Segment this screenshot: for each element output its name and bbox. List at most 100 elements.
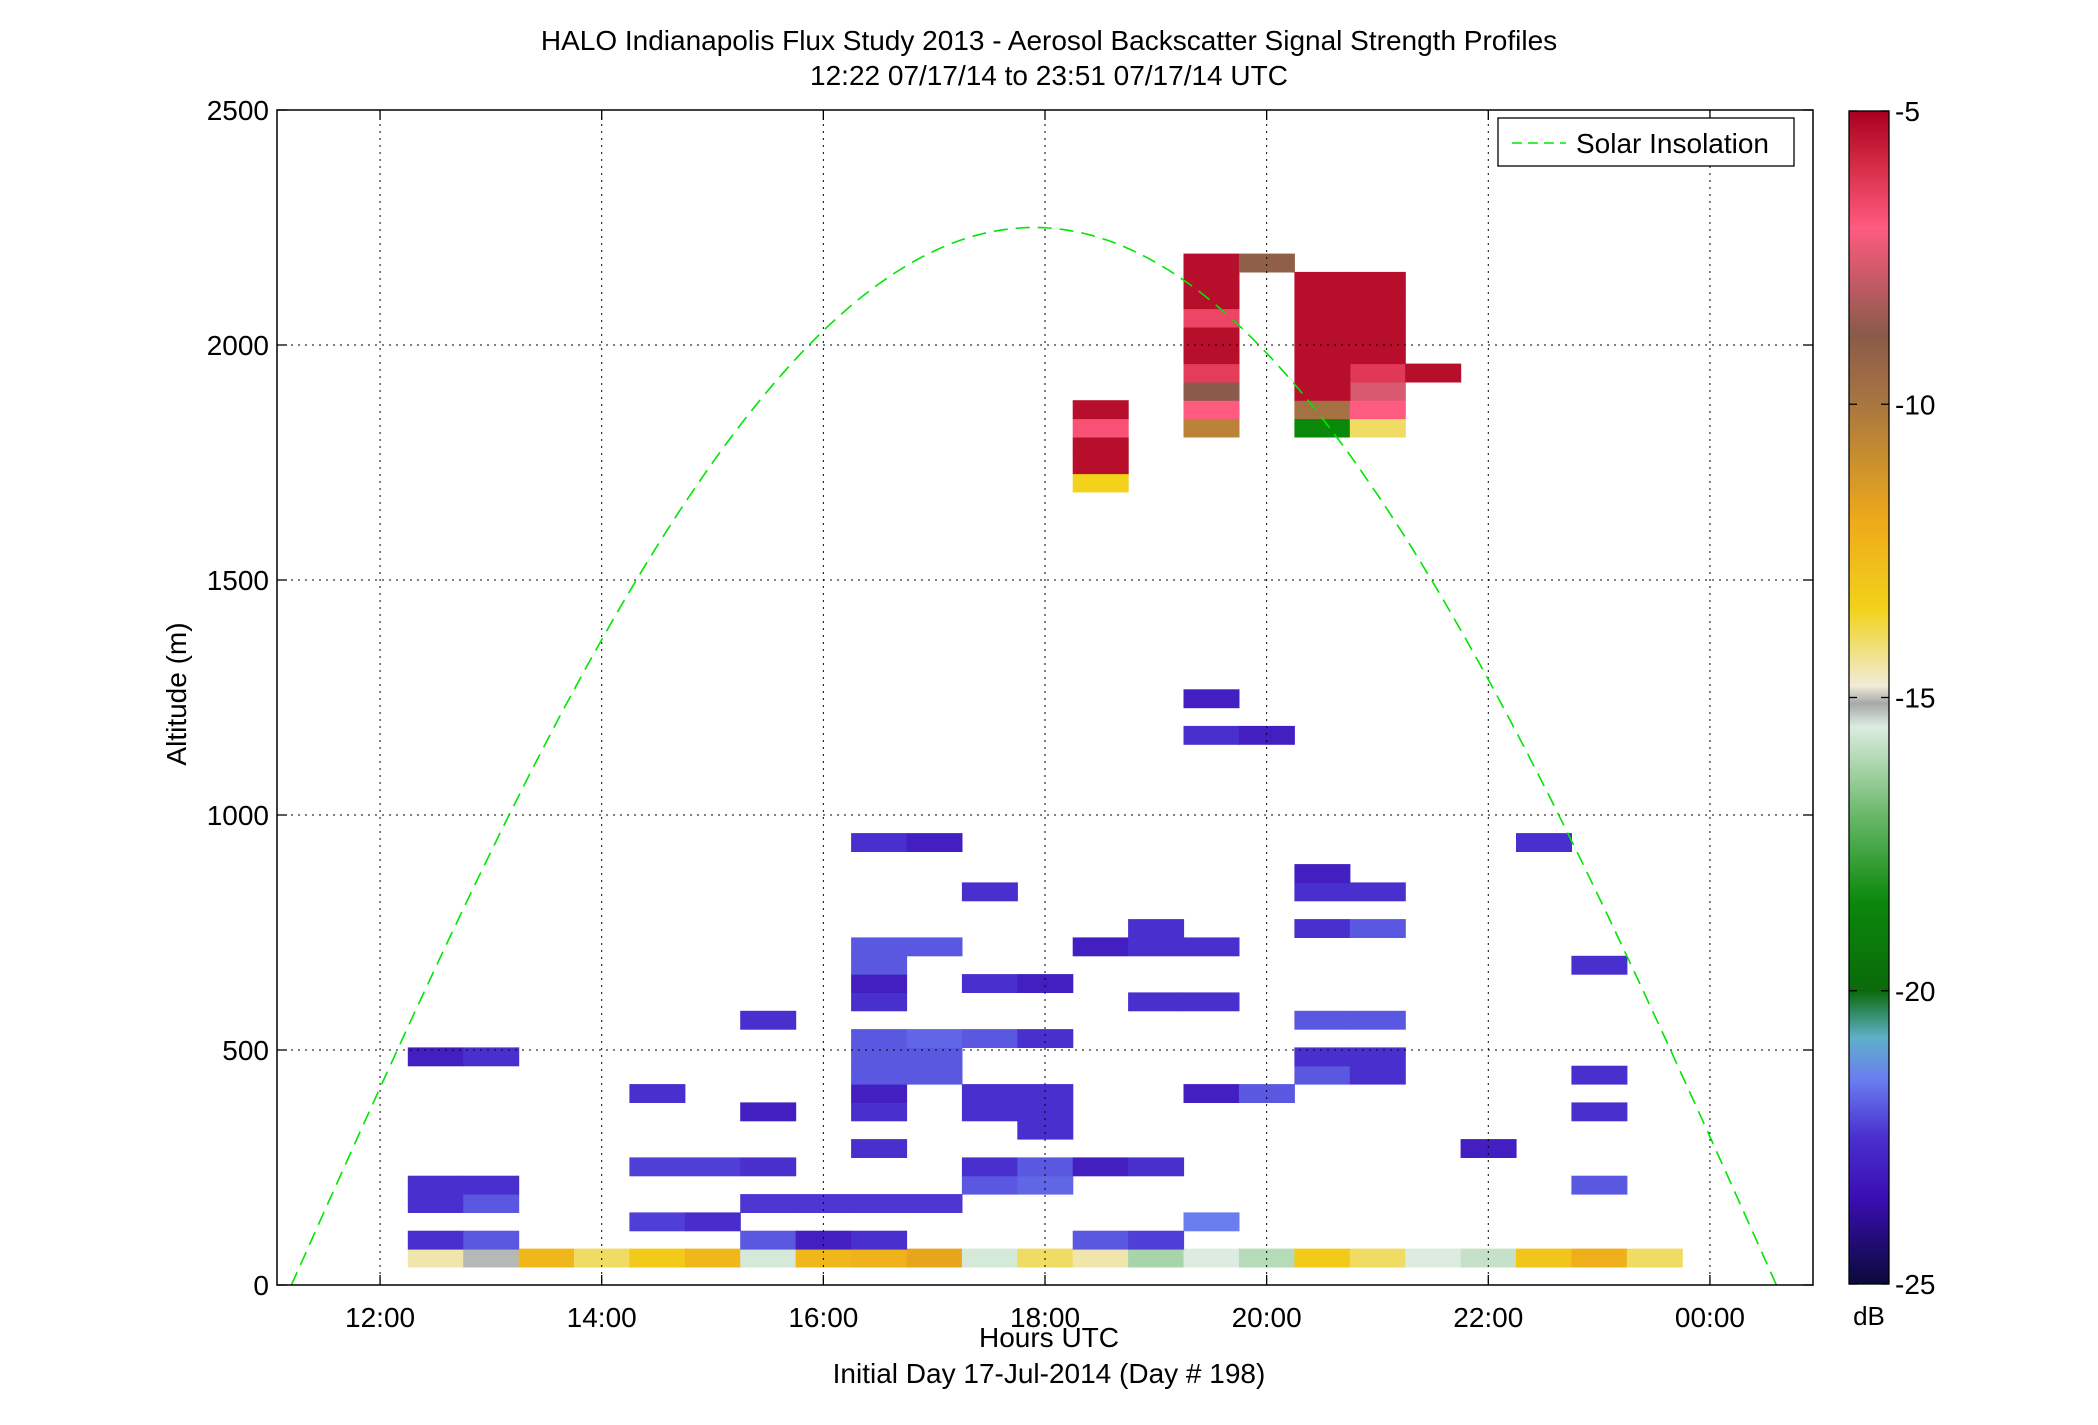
heatmap-cell <box>1349 363 1406 383</box>
heatmap-cell <box>1349 271 1406 291</box>
heatmap-cell <box>1128 919 1185 938</box>
colorbar-tick-label: -20 <box>1895 976 1935 1007</box>
heatmap-cell <box>1516 1248 1572 1268</box>
x-axis-ticks: 12:00 14:00 16:00 18:00 20:00 22:00 00:00 <box>345 110 1745 1333</box>
heatmap-cell <box>1294 345 1351 365</box>
y-tick-label: 500 <box>222 1035 269 1066</box>
heatmap-cell <box>1183 290 1240 310</box>
heatmap-cell <box>740 1194 797 1213</box>
heatmap-cell <box>1294 882 1351 902</box>
heatmap-cells <box>407 253 1683 1268</box>
heatmap-cell <box>906 937 963 957</box>
y-tick-label: 1500 <box>207 565 269 596</box>
x-tick-label: 12:00 <box>345 1302 415 1333</box>
heatmap-cell <box>518 1248 575 1268</box>
y-axis-ticks: 0 500 1000 1500 2000 2500 <box>207 95 1813 1301</box>
heatmap-cell <box>1294 1047 1351 1067</box>
heatmap-cell <box>1072 1248 1129 1268</box>
heatmap-cell <box>851 1047 908 1067</box>
heatmap-cell <box>684 1248 741 1268</box>
heatmap-cell <box>1349 882 1406 902</box>
heatmap-cell <box>1294 381 1351 401</box>
heatmap-cell <box>851 937 908 957</box>
legend-box <box>1497 117 1795 167</box>
heatmap-cell <box>629 1084 686 1103</box>
legend-label-solar-insolation: Solar Insolation <box>1576 128 1769 159</box>
heatmap-cell <box>1294 919 1351 938</box>
heatmap-cell <box>1571 1248 1628 1268</box>
heatmap-cell <box>463 1175 520 1195</box>
heatmap-cell <box>1405 363 1462 383</box>
heatmap-cell <box>1128 1230 1185 1250</box>
colorbar-tick-label: -25 <box>1895 1269 1935 1300</box>
colorbar-tick-label: -15 <box>1895 683 1935 714</box>
heatmap-cell <box>1017 1084 1074 1103</box>
heatmap-cell <box>961 1175 1018 1195</box>
heatmap-cell <box>1183 937 1240 957</box>
heatmap-cell <box>1238 253 1295 273</box>
heatmap-cell <box>851 1194 908 1213</box>
x-tick-label: 22:00 <box>1453 1302 1523 1333</box>
heatmap-cell <box>906 1248 963 1268</box>
heatmap-cell <box>740 1010 797 1030</box>
colorbar-tick-label: -5 <box>1895 96 1920 127</box>
heatmap-cell <box>463 1047 520 1067</box>
heatmap-cell <box>1183 345 1240 365</box>
heatmap-cell <box>1183 363 1240 383</box>
heatmap-cell <box>1349 1047 1406 1067</box>
heatmap-cell <box>1017 1120 1074 1140</box>
x-axis-sublabel: Initial Day 17-Jul-2014 (Day # 198) <box>833 1358 1266 1389</box>
heatmap-cell <box>629 1157 686 1177</box>
heatmap-cell <box>1017 1157 1074 1177</box>
colorbar-tick-label: -10 <box>1895 389 1935 420</box>
heatmap-cell <box>407 1194 464 1213</box>
heatmap-cell <box>906 1065 963 1085</box>
heatmap-cell <box>1294 1065 1351 1085</box>
y-tick-label: 2000 <box>207 330 269 361</box>
chart-subtitle: 12:22 07/17/14 to 23:51 07/17/14 UTC <box>810 60 1288 91</box>
heatmap-cell <box>1349 1248 1406 1268</box>
heatmap-cell <box>629 1212 686 1232</box>
heatmap-cell <box>1183 725 1240 745</box>
heatmap-cell <box>961 882 1018 902</box>
heatmap-cell <box>740 1102 797 1122</box>
heatmap-cell <box>1294 290 1351 310</box>
heatmap-cell <box>1405 1248 1462 1268</box>
heatmap-cell <box>407 1175 464 1195</box>
heatmap-cell <box>1294 864 1351 883</box>
legend: Solar Insolation <box>1497 117 1795 167</box>
heatmap-cell <box>961 1029 1018 1048</box>
heatmap-cell <box>851 833 908 852</box>
heatmap-cell <box>1349 1010 1406 1030</box>
heatmap-cell <box>851 1065 908 1085</box>
heatmap-cell <box>1183 1084 1240 1103</box>
heatmap-cell <box>1183 271 1240 291</box>
y-tick-label: 0 <box>253 1270 269 1301</box>
heatmap-cell <box>740 1248 797 1268</box>
heatmap-cell <box>1294 1010 1351 1030</box>
heatmap-cell <box>961 1084 1018 1103</box>
heatmap-cell <box>1072 1157 1129 1177</box>
heatmap-cell <box>851 1084 908 1103</box>
colorbar: -5 -10 -15 -20 -25 dB <box>1848 96 1935 1331</box>
colorbar-ticks: -5 -10 -15 -20 -25 <box>1849 96 1935 1300</box>
heatmap-cell <box>1349 308 1406 328</box>
heatmap-cell <box>1128 1157 1185 1177</box>
heatmap-cell <box>1183 400 1240 420</box>
x-tick-label: 18:00 <box>1010 1302 1080 1333</box>
colorbar-unit-label: dB <box>1853 1301 1885 1331</box>
heatmap-cell <box>1571 1175 1628 1195</box>
heatmap-cell <box>1349 345 1406 365</box>
heatmap-cell <box>961 1248 1018 1268</box>
heatmap-cell <box>1571 1065 1628 1085</box>
y-tick-label: 1000 <box>207 800 269 831</box>
heatmap-cell <box>1183 1212 1240 1232</box>
heatmap-cell <box>1072 418 1129 438</box>
heatmap-cell <box>1294 363 1351 383</box>
heatmap-cell <box>1183 381 1240 401</box>
heatmap-cell <box>1349 290 1406 310</box>
heatmap-cell <box>1349 919 1406 938</box>
heatmap-cell <box>740 1230 797 1250</box>
